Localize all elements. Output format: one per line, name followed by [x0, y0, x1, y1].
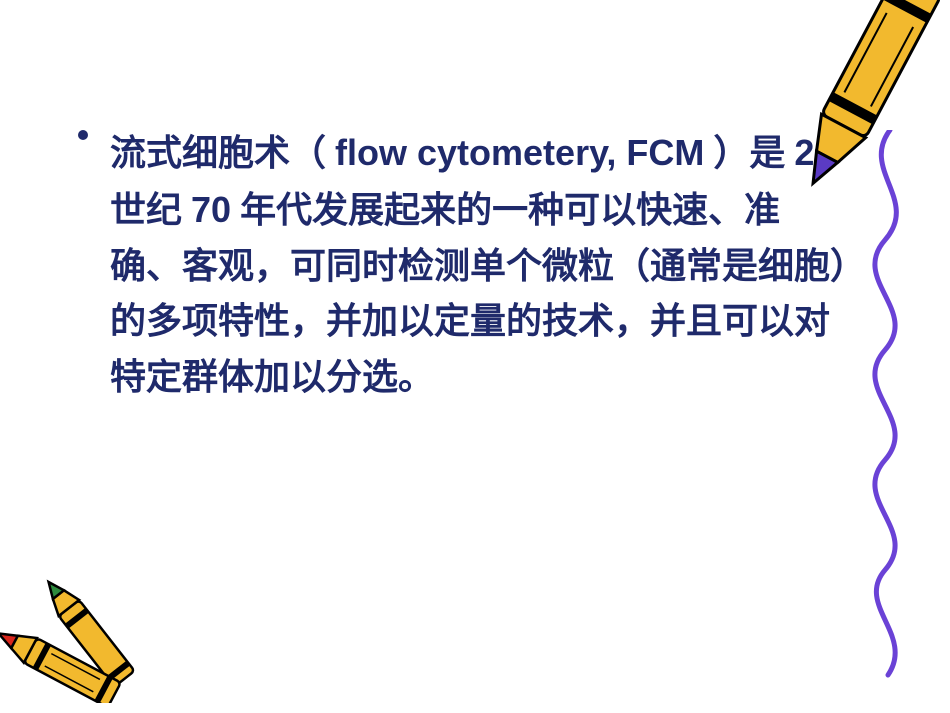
body-text: 流式细胞术（ flow cytometery, FCM ）是 20 世纪 70 … — [110, 125, 850, 406]
bullet — [78, 130, 88, 140]
crayons-bottom-left-icon — [0, 553, 220, 703]
squiggle-line-icon — [850, 130, 930, 690]
